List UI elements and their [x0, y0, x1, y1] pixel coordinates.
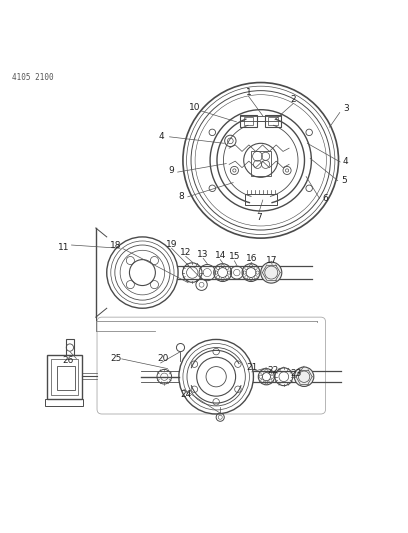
Bar	[268, 117, 278, 125]
Bar	[47, 355, 82, 399]
Text: 12: 12	[180, 248, 191, 257]
Text: 21: 21	[246, 364, 257, 373]
Text: 6: 6	[323, 194, 328, 203]
Text: 20: 20	[157, 354, 169, 364]
Text: 16: 16	[246, 254, 257, 263]
Text: 19: 19	[166, 240, 177, 249]
Bar	[244, 117, 253, 125]
Text: 2: 2	[290, 95, 296, 104]
Text: 11: 11	[58, 243, 70, 252]
Text: 25: 25	[110, 354, 121, 364]
Bar	[240, 115, 257, 127]
Text: 18: 18	[110, 241, 122, 250]
Bar	[57, 366, 75, 390]
Text: 23: 23	[290, 369, 301, 378]
Bar	[240, 116, 281, 120]
Circle shape	[294, 367, 314, 386]
Text: 13: 13	[197, 250, 209, 259]
Bar	[251, 151, 271, 176]
Circle shape	[261, 262, 282, 283]
Text: 5: 5	[341, 176, 347, 185]
Text: 7: 7	[256, 213, 262, 222]
Bar	[244, 193, 277, 205]
Text: 4: 4	[342, 157, 348, 166]
Text: 4: 4	[159, 132, 164, 141]
Text: 26: 26	[62, 356, 74, 365]
Bar	[51, 359, 78, 395]
Text: 24: 24	[180, 390, 191, 399]
Text: 17: 17	[266, 256, 278, 265]
Text: 8: 8	[179, 192, 184, 201]
Text: 4105 2100: 4105 2100	[11, 73, 53, 82]
Text: 14: 14	[215, 251, 226, 260]
Bar	[45, 399, 83, 406]
Text: 3: 3	[343, 104, 349, 113]
Text: 1: 1	[246, 88, 251, 97]
Text: 10: 10	[189, 103, 201, 112]
Bar	[66, 340, 73, 355]
Text: 15: 15	[228, 252, 240, 261]
Bar	[265, 115, 281, 127]
Text: 22: 22	[267, 366, 279, 375]
Text: 9: 9	[169, 166, 175, 174]
